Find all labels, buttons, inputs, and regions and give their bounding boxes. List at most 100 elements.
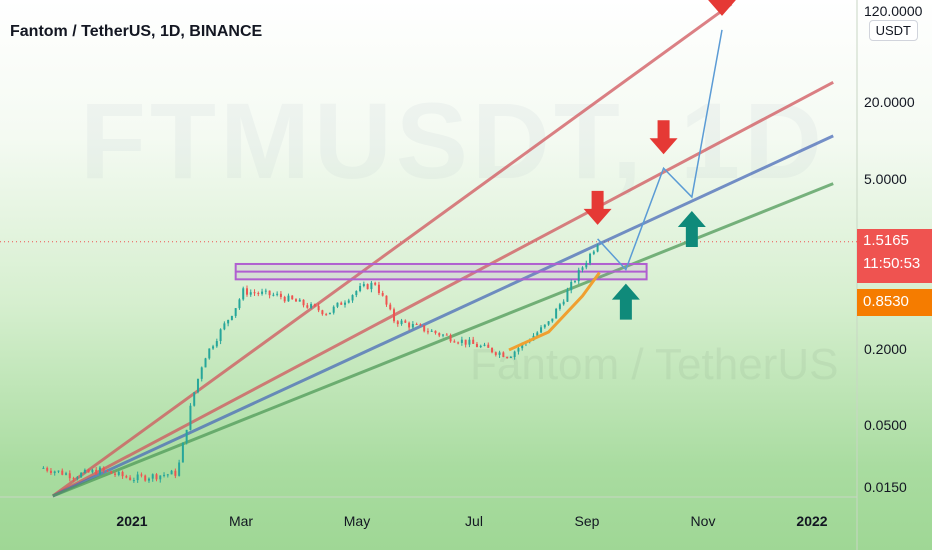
candle — [57, 470, 60, 472]
candle — [185, 429, 188, 443]
candle — [566, 290, 569, 302]
candle — [498, 352, 501, 355]
candle — [389, 304, 392, 310]
projection-path — [597, 29, 723, 272]
candle — [117, 471, 120, 475]
candle — [238, 299, 241, 309]
blue-trendline — [52, 134, 834, 498]
candle — [581, 267, 584, 270]
candle — [264, 290, 267, 292]
candle — [483, 344, 486, 346]
candle — [340, 302, 343, 305]
candle — [344, 302, 347, 305]
candle — [464, 339, 467, 345]
buy-arrow — [611, 283, 640, 320]
price-label: 0.0150 — [864, 479, 907, 495]
symbol-watermark-sub: Fantom / TetherUS — [470, 340, 839, 389]
candle — [223, 323, 226, 330]
candle — [370, 282, 373, 290]
candle — [547, 321, 550, 325]
price-label: 0.0500 — [864, 417, 907, 433]
candle — [49, 470, 52, 474]
candle — [268, 290, 271, 296]
candle — [302, 299, 305, 306]
candle — [234, 308, 237, 316]
candle — [385, 295, 388, 305]
candle — [95, 469, 98, 475]
time-label: Nov — [690, 513, 716, 529]
candle — [72, 478, 75, 480]
candle — [121, 471, 124, 477]
candle — [468, 339, 471, 345]
candle — [513, 351, 516, 358]
candle — [132, 480, 135, 482]
candle — [423, 325, 426, 332]
candle — [68, 473, 71, 479]
sell-arrow — [708, 0, 736, 16]
last-price-tag: 1.5165 11:50:53 — [857, 229, 932, 283]
candle — [589, 253, 592, 264]
candle — [558, 304, 561, 309]
time-label: 2021 — [116, 513, 148, 529]
candle — [298, 299, 301, 302]
candle — [98, 467, 101, 475]
candle — [140, 474, 143, 476]
price-label: 0.2000 — [864, 341, 907, 357]
candle — [129, 477, 132, 481]
candle — [491, 347, 494, 353]
candle — [53, 471, 56, 474]
candle — [83, 469, 86, 473]
candle — [543, 324, 546, 328]
candle — [257, 293, 260, 295]
candle — [585, 263, 588, 268]
candle — [181, 442, 184, 463]
candle — [147, 478, 150, 481]
candle — [249, 292, 252, 295]
candle — [506, 356, 509, 358]
candle — [200, 367, 203, 379]
candle — [408, 322, 411, 328]
candle — [317, 305, 320, 311]
candle — [445, 334, 448, 336]
candle — [509, 357, 512, 359]
candle — [396, 321, 399, 325]
candle — [479, 345, 482, 348]
candle — [487, 344, 490, 348]
candle — [163, 474, 166, 476]
candle — [336, 302, 339, 307]
candle — [61, 470, 64, 475]
candle — [261, 291, 264, 294]
candle — [80, 472, 83, 478]
candle — [347, 300, 350, 303]
candle — [393, 309, 396, 322]
candle — [438, 333, 441, 336]
candle — [494, 352, 497, 355]
candle — [294, 299, 297, 302]
candle — [136, 474, 139, 481]
candle — [381, 293, 384, 296]
candle — [215, 341, 218, 347]
green-trendline — [52, 182, 834, 498]
candle — [536, 332, 539, 336]
candle — [592, 251, 595, 254]
candle — [453, 341, 456, 343]
candle — [242, 288, 245, 300]
candle — [415, 323, 418, 325]
candle — [460, 339, 463, 343]
candle — [91, 469, 94, 473]
candle — [411, 323, 414, 328]
candle — [355, 291, 358, 296]
chart-title: Fantom / TetherUS, 1D, BINANCE — [10, 23, 263, 40]
last-price-value: 1.5165 — [863, 232, 909, 249]
ma-value: 0.8530 — [863, 293, 909, 310]
currency-unit-button[interactable]: USDT — [868, 20, 918, 41]
candle — [196, 378, 199, 393]
candle — [212, 346, 215, 349]
candle — [291, 295, 294, 300]
candle — [106, 470, 109, 472]
candle — [283, 296, 286, 302]
candle — [562, 301, 565, 305]
candle — [313, 304, 316, 306]
